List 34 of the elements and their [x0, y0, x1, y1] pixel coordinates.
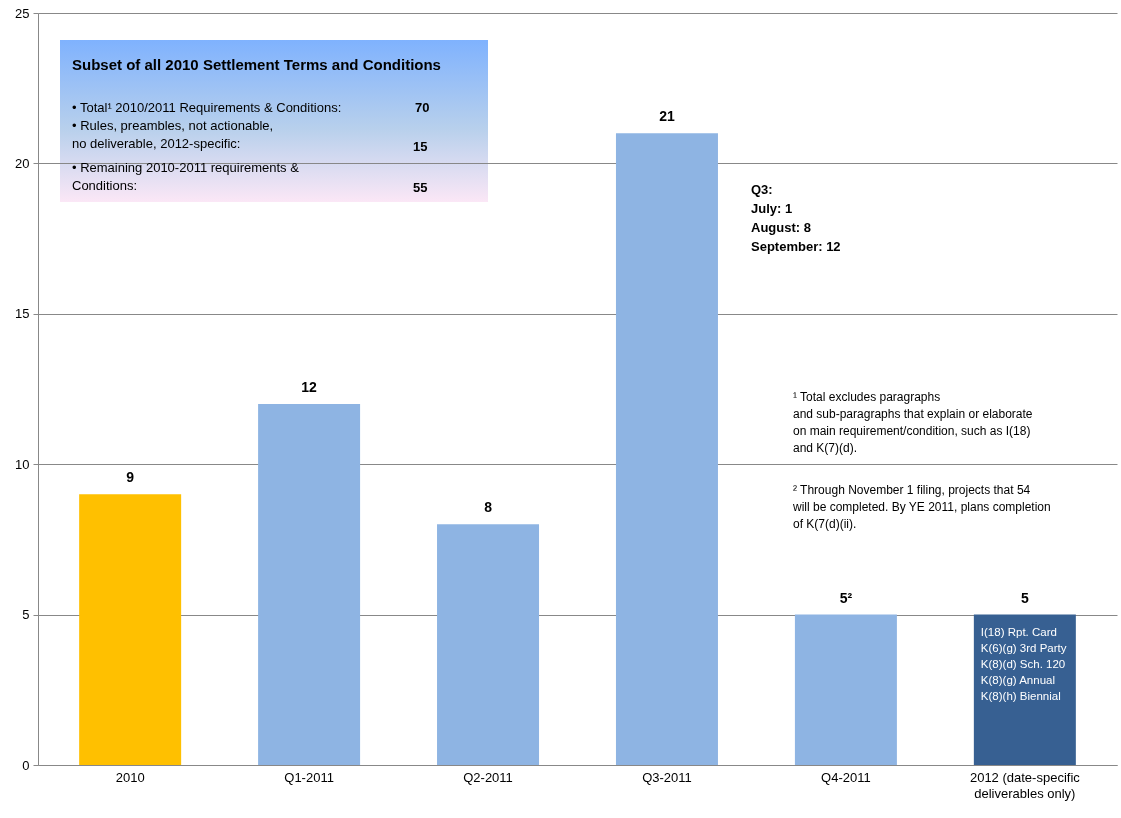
annotation: ¹ Total excludes paragraphs and sub-paragraphs that explain or elaborate on main requirement/condition, such as I(18) and K(7)(d). [793, 390, 1033, 455]
data-label: 12 [301, 379, 318, 396]
annotation: • Remaining 2010-2011 requirements & Conditions: [72, 160, 300, 193]
data-label: 5² [839, 589, 853, 606]
y-tick-label: 25 [15, 5, 30, 21]
x-tick-label: Q2-2011 [463, 769, 513, 785]
annotation: • Total¹ 2010/2011 Requirements & Conditions: [72, 100, 342, 115]
data-label: 8 [484, 499, 493, 516]
data-label: 9 [126, 469, 135, 486]
annotation: • Rules, preambles, not actionable, no deliverable, 2012-specific: [72, 118, 274, 151]
bar [79, 494, 182, 765]
annotation: 70 [415, 100, 430, 115]
y-tick-label: 5 [22, 607, 30, 623]
annotation: 15 [413, 139, 428, 154]
annotation: Subset of all 2010 Settlement Terms and Conditions [72, 56, 441, 73]
data-label: 21 [659, 108, 675, 125]
x-tick-label: Q1-2011 [284, 769, 334, 785]
bar [258, 404, 361, 765]
bar [437, 524, 540, 765]
y-tick-label: 15 [15, 306, 30, 322]
x-tick-label: 2010 [115, 769, 145, 785]
y-tick-label: 0 [22, 757, 30, 773]
y-tick-label: 10 [15, 456, 30, 472]
annotation: 55 [413, 180, 428, 195]
x-tick-label: Q4-2011 [821, 769, 871, 785]
x-tick-label: Q3-2011 [642, 769, 692, 785]
annotation: ² Through November 1 filing, projects that 54 will be completed. By YE 2011, plans completion of K(7(d)(ii). [792, 483, 1051, 531]
data-label: 5 [1020, 589, 1029, 606]
x-tick-label: 2012 (date-specific deliverables only) [969, 769, 1081, 801]
bar [794, 614, 897, 765]
y-tick-label: 20 [15, 155, 30, 171]
annotation: I(18) Rpt. Card K(6)(g) 3rd Party K(8)(d) Sch. 120 K(8)(g) Annual K(8)(h) Biennial [980, 625, 1067, 702]
bar [615, 133, 718, 765]
annotation: Q3: July: 1 August: 8 September: 12 [751, 182, 841, 254]
